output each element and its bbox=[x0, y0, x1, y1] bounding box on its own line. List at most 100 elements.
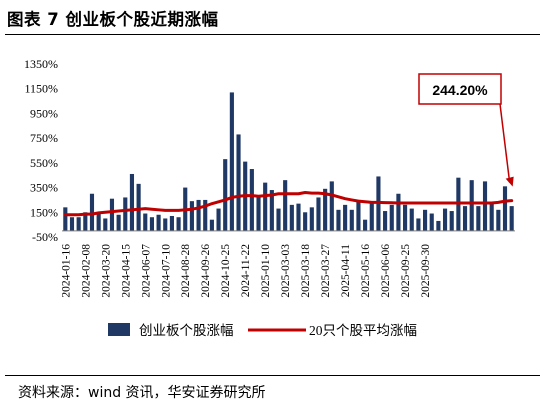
bar bbox=[436, 220, 441, 231]
source-divider bbox=[5, 375, 540, 376]
bar bbox=[289, 204, 294, 231]
chart-plot: -50% 150% 350% 550% 750% 950% 1150% 1350% 2024-0… bbox=[24, 57, 515, 338]
bar bbox=[163, 218, 168, 231]
bar bbox=[196, 199, 201, 231]
title-divider bbox=[5, 34, 540, 35]
bar bbox=[143, 213, 148, 231]
bar bbox=[509, 206, 514, 231]
annotation-box bbox=[418, 73, 502, 105]
bar bbox=[109, 198, 115, 231]
bar bbox=[169, 215, 174, 231]
x-tick-label: 2024-07-10 bbox=[160, 244, 172, 298]
bar bbox=[343, 204, 348, 231]
bar bbox=[116, 214, 121, 231]
x-tick-label: 2024-11-22 bbox=[240, 244, 252, 297]
x-tick-label: 2025-03-18 bbox=[300, 244, 312, 298]
annotation-arrowhead bbox=[505, 176, 514, 187]
bar bbox=[482, 181, 488, 231]
bar bbox=[389, 204, 394, 231]
y-tick-label: 150% bbox=[30, 205, 58, 219]
bar bbox=[442, 208, 448, 231]
bar bbox=[63, 207, 68, 231]
bar bbox=[309, 207, 314, 231]
bar bbox=[462, 206, 468, 231]
x-tick-label: 2025-09-25 bbox=[400, 244, 412, 298]
x-tick-label: 2024-06-07 bbox=[140, 244, 152, 298]
y-tick-label: 750% bbox=[30, 131, 58, 145]
bar bbox=[502, 186, 508, 231]
legend-swatch-bar bbox=[108, 323, 130, 336]
annotation-leader bbox=[499, 103, 511, 183]
x-tick-label: 2024-09-26 bbox=[200, 244, 212, 298]
bar bbox=[429, 213, 434, 231]
bar bbox=[249, 169, 254, 231]
bar bbox=[103, 218, 108, 231]
bar bbox=[236, 134, 241, 231]
x-tick-label: 2025-04-11 bbox=[340, 244, 352, 297]
x-tick-label: 2024-03-20 bbox=[100, 244, 112, 298]
bar bbox=[296, 203, 301, 231]
bar bbox=[223, 159, 228, 231]
x-tick-label: 2024-04-15 bbox=[120, 244, 132, 298]
avg-line bbox=[63, 191, 514, 217]
bar bbox=[316, 197, 321, 231]
bar bbox=[283, 180, 288, 231]
bar bbox=[69, 217, 75, 231]
bar bbox=[203, 199, 208, 231]
bar bbox=[469, 180, 474, 231]
bar bbox=[369, 201, 374, 231]
x-tick-label: 2025-01-10 bbox=[260, 244, 272, 298]
y-tick-label: 350% bbox=[30, 181, 58, 195]
bar bbox=[189, 201, 194, 231]
bar bbox=[423, 209, 428, 231]
y-tick-label: 950% bbox=[30, 106, 58, 120]
bar bbox=[123, 197, 128, 231]
y-tick-label: 1350% bbox=[24, 57, 58, 71]
bar bbox=[149, 217, 154, 231]
bar bbox=[356, 199, 361, 231]
y-tick-label: 550% bbox=[30, 156, 58, 170]
bar bbox=[489, 203, 494, 231]
bar bbox=[303, 212, 308, 231]
bar bbox=[216, 208, 221, 231]
bar bbox=[136, 183, 141, 231]
bar bbox=[263, 182, 268, 231]
bar bbox=[209, 219, 214, 231]
bar bbox=[496, 209, 501, 231]
bar bbox=[96, 213, 101, 231]
bar bbox=[449, 211, 454, 231]
bar bbox=[256, 196, 261, 231]
y-tick-label: 1150% bbox=[24, 82, 58, 96]
bar bbox=[129, 173, 135, 231]
bar bbox=[83, 212, 88, 231]
x-tick-label: 2024-02-08 bbox=[80, 244, 92, 298]
source-note: 资料来源：wind 资讯，华安证券研究所 bbox=[18, 385, 266, 401]
bar bbox=[396, 193, 401, 231]
y-tick-label: -50% bbox=[32, 230, 58, 244]
x-tick-label: 2025-09-30 bbox=[420, 244, 432, 298]
bar bbox=[269, 190, 274, 231]
bar bbox=[416, 218, 421, 231]
x-tick-label: 2025-06-06 bbox=[380, 244, 392, 298]
bar bbox=[403, 204, 408, 231]
x-tick-label: 2024-01-16 bbox=[60, 244, 72, 298]
legend-label-bar: 创业板个股涨幅 bbox=[139, 323, 234, 338]
bar bbox=[76, 217, 81, 231]
legend-label-line: 20只个股平均涨幅 bbox=[309, 323, 417, 338]
bar bbox=[383, 211, 388, 231]
bar bbox=[336, 209, 341, 231]
x-tick-label: 2025-03-03 bbox=[280, 244, 292, 298]
bar bbox=[276, 208, 281, 231]
x-tick-label: 2024-10-25 bbox=[220, 244, 232, 298]
bar bbox=[363, 219, 368, 231]
bar bbox=[323, 188, 328, 231]
bar bbox=[89, 193, 95, 231]
bar bbox=[229, 92, 234, 231]
x-tick-label: 2025-03-27 bbox=[320, 244, 332, 298]
bar bbox=[409, 208, 414, 231]
bar bbox=[156, 214, 161, 231]
bar bbox=[476, 206, 481, 231]
bar bbox=[349, 209, 354, 231]
bar bbox=[176, 217, 181, 231]
x-tick-label: 2025-05-16 bbox=[360, 244, 372, 298]
